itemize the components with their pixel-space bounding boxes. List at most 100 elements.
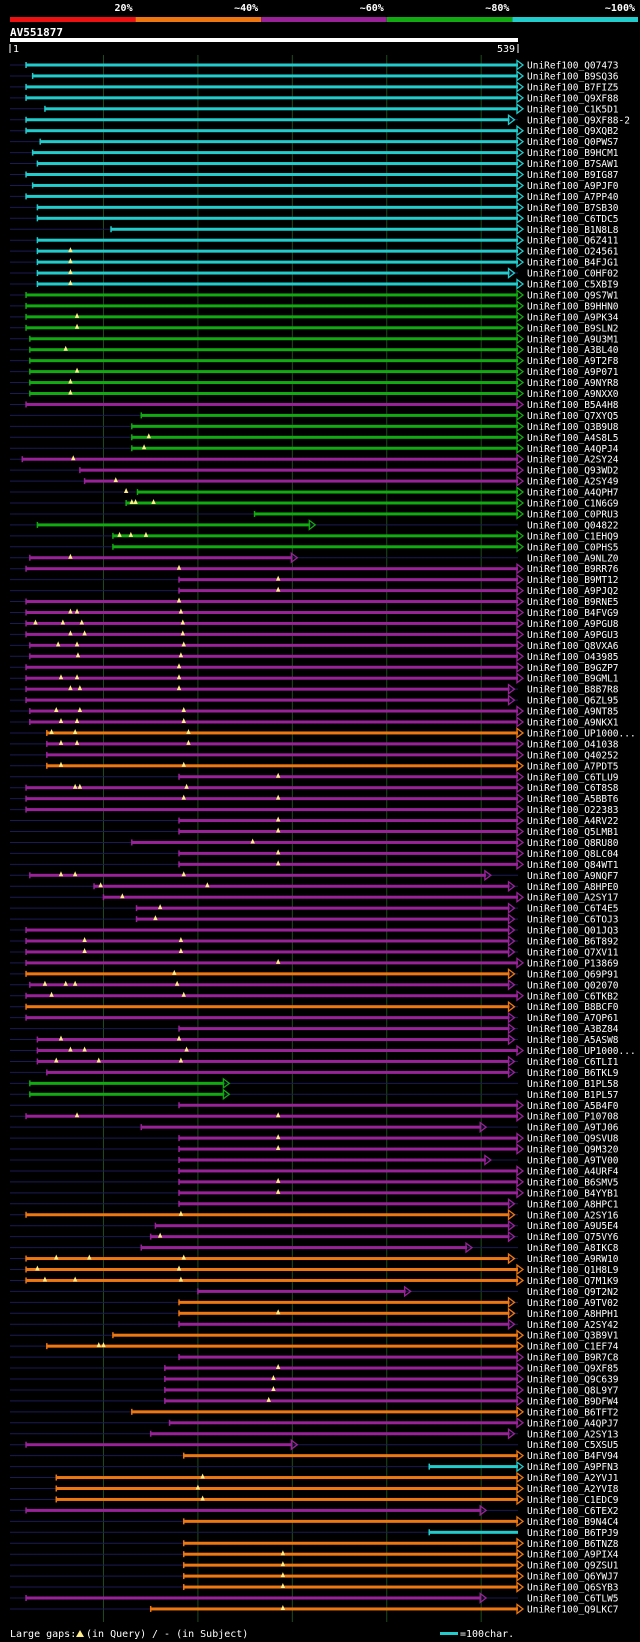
hit-label[interactable]: UniRef100_Q9C639	[527, 1375, 619, 1386]
hit-bar[interactable]	[26, 1508, 482, 1512]
hit-bar[interactable]	[26, 972, 510, 976]
hit-row[interactable]: UniRef100_Q6Z411	[10, 234, 619, 247]
hit-label[interactable]: UniRef100_B9HCM1	[527, 148, 619, 159]
hit-bar[interactable]	[37, 260, 518, 264]
hit-label[interactable]: UniRef100_A5B4F0	[527, 1101, 619, 1112]
hit-label[interactable]: UniRef100_Q04822	[527, 520, 619, 531]
hit-label[interactable]: UniRef100_UP1000...	[527, 1046, 636, 1057]
hit-row[interactable]: UniRef100_Q8RU80	[10, 836, 619, 849]
hit-bar[interactable]	[179, 1202, 510, 1206]
hit-row[interactable]: UniRef100_Q8LC04	[10, 847, 619, 860]
hit-label[interactable]: UniRef100_A9NQF7	[527, 871, 619, 882]
hit-bar[interactable]	[32, 74, 518, 78]
hit-label[interactable]: UniRef100_B6SMV5	[527, 1177, 619, 1188]
hit-bar[interactable]	[155, 1224, 510, 1228]
hit-row[interactable]: UniRef100_C6TLI1	[10, 1055, 619, 1068]
hit-bar[interactable]	[37, 523, 311, 527]
hit-bar[interactable]	[131, 446, 518, 450]
hit-bar[interactable]	[112, 545, 518, 549]
hit-bar[interactable]	[26, 928, 510, 932]
hit-row[interactable]: UniRef100_C6TLW5	[10, 1592, 619, 1605]
hit-row[interactable]: UniRef100_B4YYB1	[10, 1187, 619, 1199]
hit-bar[interactable]	[29, 709, 518, 713]
hit-bar[interactable]	[37, 238, 518, 242]
hit-label[interactable]: UniRef100_A9PJQ2	[527, 586, 619, 597]
hit-label[interactable]: UniRef100_A9TV00	[527, 1156, 619, 1167]
hit-bar[interactable]	[26, 687, 510, 691]
hit-bar[interactable]	[179, 851, 518, 855]
hit-row[interactable]: UniRef100_A9TJ06	[10, 1121, 619, 1134]
hit-label[interactable]: UniRef100_Q6Z411	[527, 236, 619, 247]
hit-label[interactable]: UniRef100_O43985	[527, 652, 619, 663]
hit-bar[interactable]	[26, 1443, 293, 1447]
hit-row[interactable]: UniRef100_P13869	[10, 957, 619, 969]
hit-label[interactable]: UniRef100_A3BL40	[527, 345, 619, 356]
hit-bar[interactable]	[46, 731, 518, 735]
hit-row[interactable]: UniRef100_Q9C639	[10, 1373, 619, 1386]
hit-label[interactable]: UniRef100_Q40252	[527, 750, 619, 761]
hit-bar[interactable]	[29, 392, 518, 395]
hit-label[interactable]: UniRef100_Q7M1K9	[527, 1276, 619, 1287]
hit-row[interactable]: UniRef100_Q9ZSU1	[10, 1559, 619, 1572]
hit-label[interactable]: UniRef100_Q93WD2	[527, 466, 619, 477]
hit-label[interactable]: UniRef100_A4S8L5	[527, 433, 619, 444]
hit-row[interactable]: UniRef100_B1PL58	[10, 1077, 619, 1090]
hit-row[interactable]: UniRef100_A9PFN3	[10, 1460, 619, 1473]
hit-label[interactable]: UniRef100_B4YYB1	[527, 1188, 619, 1199]
hit-bar[interactable]	[26, 1278, 519, 1282]
hit-label[interactable]: UniRef100_A8HPE0	[527, 882, 619, 893]
hit-bar[interactable]	[179, 1191, 518, 1195]
hit-bar[interactable]	[37, 216, 518, 220]
hit-row[interactable]: UniRef100_Q01JQ3	[10, 924, 619, 937]
hit-label[interactable]: UniRef100_B9RR76	[527, 564, 619, 575]
hit-label[interactable]: UniRef100_A9PJF0	[527, 181, 619, 192]
hit-bar[interactable]	[79, 468, 519, 472]
hit-label[interactable]: UniRef100_B6TFT2	[527, 1407, 619, 1418]
hit-bar[interactable]	[179, 1147, 518, 1151]
hit-label[interactable]: UniRef100_C6TLI1	[527, 1057, 619, 1068]
hit-bar[interactable]	[26, 326, 519, 330]
hit-bar[interactable]	[29, 983, 510, 987]
hit-bar[interactable]	[26, 96, 519, 100]
hit-label[interactable]: UniRef100_B9N4C4	[527, 1517, 619, 1528]
hit-label[interactable]: UniRef100_A9U5E4	[527, 1221, 619, 1232]
hit-row[interactable]: UniRef100_B6TFT2	[10, 1406, 619, 1418]
hit-row[interactable]: UniRef100_Q9S7W1	[10, 289, 619, 301]
hit-row[interactable]: UniRef100_A9TV02	[10, 1296, 619, 1309]
hit-label[interactable]: UniRef100_C0PHS5	[527, 542, 619, 553]
hit-row[interactable]: UniRef100_A7PP40	[10, 190, 619, 203]
hit-row[interactable]: UniRef100_B9DFW4	[10, 1395, 619, 1407]
hit-row[interactable]: UniRef100_A9NLZ0	[10, 551, 619, 564]
hit-bar[interactable]	[183, 1552, 518, 1556]
hit-bar[interactable]	[46, 753, 518, 757]
hit-row[interactable]: UniRef100_A4S8L5	[10, 431, 619, 444]
hit-row[interactable]: UniRef100_A9PIX4	[10, 1548, 619, 1561]
hit-bar[interactable]	[103, 895, 518, 899]
hit-bar[interactable]	[29, 381, 518, 385]
hit-bar[interactable]	[141, 413, 518, 417]
hit-label[interactable]: UniRef100_Q9XF88	[527, 93, 619, 104]
hit-bar[interactable]	[29, 643, 518, 647]
hit-bar[interactable]	[26, 797, 519, 801]
hit-row[interactable]: UniRef100_A2SY17	[10, 891, 619, 904]
hit-row[interactable]: UniRef100_A4QPJ7	[10, 1417, 619, 1429]
hit-label[interactable]: UniRef100_B6TPJ9	[527, 1528, 619, 1539]
hit-bar[interactable]	[26, 786, 519, 790]
hit-row[interactable]: UniRef100_O22383	[10, 803, 619, 816]
hit-row[interactable]: UniRef100_Q6YWJ7	[10, 1570, 619, 1583]
hit-row[interactable]: UniRef100_Q1H8L9	[10, 1263, 619, 1276]
hit-bar[interactable]	[26, 950, 510, 954]
hit-bar[interactable]	[183, 1574, 518, 1578]
hit-label[interactable]: UniRef100_A2SY49	[527, 477, 619, 488]
hit-label[interactable]: UniRef100_A9PFN3	[527, 1462, 619, 1473]
hit-row[interactable]: UniRef100_B9HCM1	[10, 146, 619, 159]
hit-label[interactable]: UniRef100_C1EHQ9	[527, 531, 619, 542]
hit-label[interactable]: UniRef100_B6T892	[527, 937, 619, 948]
hit-bar[interactable]	[131, 435, 518, 439]
hit-row[interactable]: UniRef100_Q9XF88-2	[10, 113, 630, 126]
hit-label[interactable]: UniRef100_Q9SVU8	[527, 1134, 619, 1145]
hit-row[interactable]: UniRef100_C1N6G9	[10, 497, 619, 510]
hit-row[interactable]: UniRef100_C5XSU5	[10, 1438, 619, 1451]
hit-row[interactable]: UniRef100_Q9M320	[10, 1143, 619, 1156]
hit-row[interactable]: UniRef100_C6TLU9	[10, 770, 619, 783]
